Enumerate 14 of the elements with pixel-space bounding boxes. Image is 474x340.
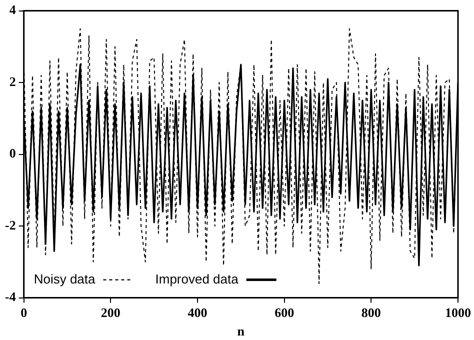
y-tick-label: 2 [9,74,16,89]
y-tick-label: 4 [9,2,16,18]
x-tick-label: 0 [20,304,28,320]
legend-label: Noisy data [34,271,96,286]
x-tick-label: 1000 [445,304,471,320]
y-tick-label: -4 [4,289,16,304]
y-tick-label: -2 [4,217,16,232]
y-tick-label: 0 [9,146,16,161]
legend-label: Improved data [155,271,240,286]
x-tick-label: 600 [274,304,294,320]
x-tick-label: 800 [361,304,381,320]
x-axis-title: n [237,324,246,339]
x-tick-label: 200 [100,304,120,320]
x-tick-label: 400 [188,304,208,320]
